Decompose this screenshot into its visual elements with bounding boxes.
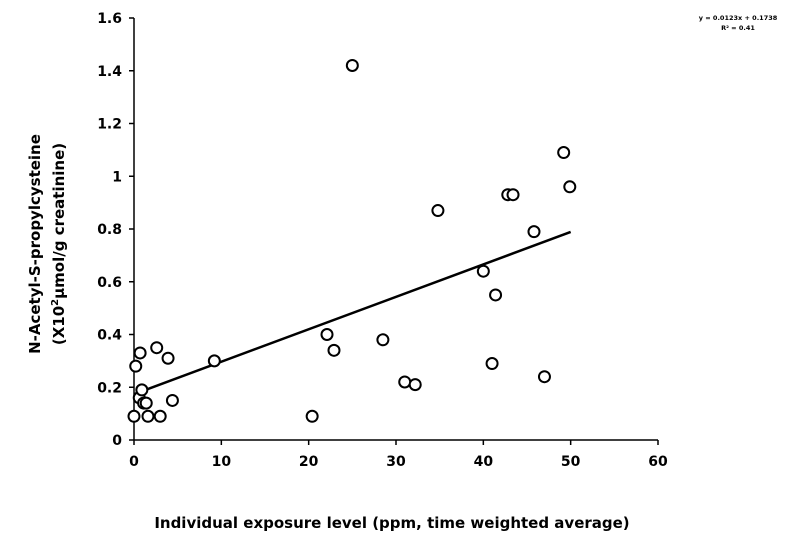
- data-point: [431, 204, 445, 218]
- axes: 0 10 20 30 40 50 60 0 0.2 0.4 0.6 0.8 1 1.2 1.4 1.6: [97, 11, 668, 470]
- x-tick-label: 60: [648, 454, 668, 470]
- trendline: [133, 230, 572, 396]
- data-point: [161, 351, 175, 365]
- y-axis-title-sup: 2: [50, 299, 61, 306]
- data-point: [398, 375, 412, 389]
- x-tick-label: 10: [212, 454, 232, 470]
- regression-equation: y = 0.0123x + 0.1738: [699, 14, 778, 22]
- data-point: [150, 341, 164, 355]
- data-point: [327, 343, 341, 357]
- y-axis-title-line1: N-Acetyl-S-propylcysteine: [26, 134, 44, 354]
- data-point: [320, 328, 334, 341]
- data-points: [127, 58, 577, 423]
- data-point: [408, 378, 422, 392]
- data-point: [127, 409, 141, 423]
- x-tick-label: 30: [386, 454, 406, 470]
- data-point: [476, 264, 490, 278]
- data-point: [153, 409, 167, 423]
- y-tick-label: 0.6: [97, 275, 122, 291]
- x-tick-label: 50: [561, 454, 581, 470]
- x-tick-label: 40: [474, 454, 494, 470]
- y-axis-title-prefix: (X10: [50, 306, 68, 345]
- data-point: [133, 346, 147, 360]
- y-tick-label: 1.4: [97, 64, 122, 80]
- data-point: [485, 357, 499, 371]
- data-point: [139, 396, 153, 410]
- data-point: [129, 359, 143, 373]
- y-tick-label: 0.8: [97, 222, 122, 238]
- y-tick-label: 1.2: [97, 117, 122, 133]
- x-axis-title: Individual exposure level (ppm, time wei…: [154, 514, 629, 532]
- y-axis-title-line2: (X102µmol/g creatinine): [50, 143, 68, 345]
- data-point: [563, 180, 577, 194]
- data-point: [527, 225, 541, 239]
- data-point: [345, 58, 359, 72]
- y-tick-label: 0.4: [97, 328, 122, 344]
- data-point: [165, 393, 179, 407]
- x-tick-label: 0: [129, 454, 139, 470]
- data-point: [141, 409, 155, 423]
- y-axis-title-suffix: µmol/g creatinine): [50, 143, 68, 299]
- data-point: [376, 333, 390, 347]
- x-tick-label: 20: [299, 454, 319, 470]
- r-squared-label: R² = 0.41: [721, 24, 755, 32]
- trendline-group: [133, 230, 572, 396]
- y-tick-label: 1.6: [97, 11, 122, 27]
- y-tick-label: 1: [112, 169, 122, 185]
- data-point: [506, 188, 520, 202]
- data-point: [305, 409, 319, 423]
- y-tick-label: 0.2: [97, 380, 122, 396]
- data-point: [135, 383, 149, 397]
- y-tick-label: 0: [112, 433, 122, 449]
- data-point: [489, 288, 503, 302]
- data-point: [537, 370, 551, 384]
- data-point: [207, 354, 221, 368]
- data-point: [557, 146, 571, 160]
